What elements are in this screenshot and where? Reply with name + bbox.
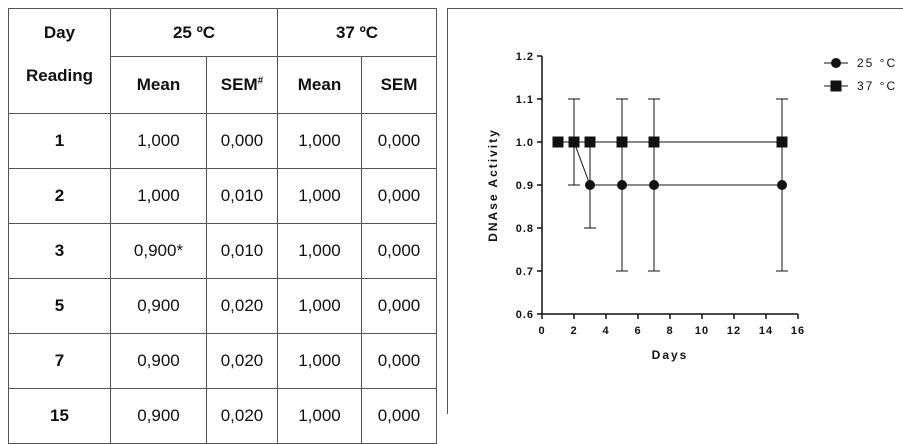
reading-header-label: Reading bbox=[25, 66, 94, 85]
data-point-circle bbox=[617, 180, 627, 190]
x-tick-label: 0 bbox=[538, 325, 545, 337]
day-cell: 5 bbox=[8, 278, 111, 334]
mean-25-cell: 0,900 bbox=[110, 278, 207, 334]
data-point-circle bbox=[777, 180, 787, 190]
sem-25-cell: 0,010 bbox=[206, 168, 278, 224]
table-row: 3 0,900* 0,010 1,000 0,000 bbox=[8, 223, 437, 279]
data-point-square bbox=[616, 136, 628, 148]
sem-footnote-marker: # bbox=[257, 75, 264, 87]
day-cell: 1 bbox=[8, 113, 111, 169]
legend-marker-circle bbox=[831, 58, 841, 68]
x-tick-label: 6 bbox=[634, 325, 641, 337]
sem-25-cell: 0,020 bbox=[206, 388, 278, 444]
sem-25-cell: 0,010 bbox=[206, 223, 278, 279]
table-row: 1 1,000 0,000 1,000 0,000 bbox=[8, 113, 437, 169]
sem-37-cell: 0,000 bbox=[361, 223, 437, 279]
mean-header-25: Mean bbox=[110, 56, 207, 114]
x-axis-title: Days bbox=[652, 348, 689, 362]
y-tick-label: 0.6 bbox=[516, 309, 534, 321]
sem-header-25: SEM# bbox=[206, 56, 278, 114]
x-tick-label: 2 bbox=[570, 325, 577, 337]
mean-37-cell: 1,000 bbox=[277, 278, 362, 334]
mean-37-cell: 1,000 bbox=[277, 223, 362, 279]
x-tick-label: 10 bbox=[695, 325, 709, 337]
y-tick-label: 0.7 bbox=[516, 266, 534, 278]
sem-37-cell: 0,000 bbox=[361, 168, 437, 224]
mean-25-cell: 1,000 bbox=[110, 113, 207, 169]
x-tick-label: 4 bbox=[602, 325, 609, 337]
day-cell: 15 bbox=[8, 388, 111, 444]
stability-table: Day Reading 25 ºC 37 ºC Mean SEM# Mean S… bbox=[8, 8, 437, 444]
data-point-square bbox=[648, 136, 660, 148]
sem-header-25-label: SEM bbox=[220, 75, 258, 94]
mean-25-cell: 0,900 bbox=[110, 388, 207, 444]
x-tick-label: 8 bbox=[666, 325, 673, 337]
group-header-37: 37 ºC bbox=[277, 8, 437, 57]
day-cell: 2 bbox=[8, 168, 111, 224]
y-tick-label: 1.1 bbox=[516, 94, 534, 106]
sem-37-cell: 0,000 bbox=[361, 388, 437, 444]
day-header-label: Day bbox=[43, 23, 76, 42]
day-reading-header: Day Reading bbox=[8, 8, 111, 114]
y-tick-label: 1.2 bbox=[516, 51, 534, 63]
data-point-square bbox=[776, 136, 788, 148]
mean-37-cell: 1,000 bbox=[277, 333, 362, 389]
mean-37-cell: 1,000 bbox=[277, 113, 362, 169]
sem-header-37: SEM bbox=[361, 56, 437, 114]
y-axis-title: DNAse Activity bbox=[486, 128, 500, 242]
table-row: 2 1,000 0,010 1,000 0,000 bbox=[8, 168, 437, 224]
sem-25-cell: 0,020 bbox=[206, 278, 278, 334]
y-tick-label: 0.8 bbox=[516, 223, 534, 235]
day-cell: 7 bbox=[8, 333, 111, 389]
data-point-square bbox=[584, 136, 596, 148]
table-row: 15 0,900 0,020 1,000 0,000 bbox=[8, 388, 437, 444]
day-cell: 3 bbox=[8, 223, 111, 279]
mean-37-cell: 1,000 bbox=[277, 388, 362, 444]
sem-25-cell: 0,020 bbox=[206, 333, 278, 389]
mean-25-cell: 1,000 bbox=[110, 168, 207, 224]
y-tick-label: 1.0 bbox=[516, 137, 534, 149]
legend-marker-square bbox=[830, 80, 842, 92]
mean-25-cell: 0,900* bbox=[110, 223, 207, 279]
table-row: 7 0,900 0,020 1,000 0,000 bbox=[8, 333, 437, 389]
dnase-activity-chart: 0.6 0.7 0.8 0.9 1.0 1.1 1.2 0 2 4 6 8 10 12 14 16 Days DN… bbox=[486, 51, 897, 362]
x-tick-label: 14 bbox=[759, 325, 773, 337]
x-tick-label: 16 bbox=[791, 325, 805, 337]
group-header-25: 25 ºC bbox=[110, 8, 278, 57]
sem-37-cell: 0,000 bbox=[361, 113, 437, 169]
chart-panel: 0.6 0.7 0.8 0.9 1.0 1.1 1.2 0 2 4 6 8 10 12 14 16 Days DN… bbox=[447, 8, 903, 414]
legend-label: 37 °C bbox=[857, 79, 897, 93]
sem-25-cell: 0,000 bbox=[206, 113, 278, 169]
legend-label: 25 °C bbox=[857, 56, 897, 70]
table-row: 5 0,900 0,020 1,000 0,000 bbox=[8, 278, 437, 334]
x-tick-label: 12 bbox=[727, 325, 741, 337]
mean-header-37: Mean bbox=[277, 56, 362, 114]
mean-37-cell: 1,000 bbox=[277, 168, 362, 224]
series-line-0 bbox=[558, 141, 782, 186]
data-point-circle bbox=[649, 180, 659, 190]
data-point-square bbox=[552, 136, 564, 148]
sem-37-cell: 0,000 bbox=[361, 333, 437, 389]
y-tick-label: 0.9 bbox=[516, 180, 534, 192]
sem-37-cell: 0,000 bbox=[361, 278, 437, 334]
data-point-square bbox=[568, 136, 580, 148]
data-point-circle bbox=[585, 180, 595, 190]
mean-25-cell: 0,900 bbox=[110, 333, 207, 389]
